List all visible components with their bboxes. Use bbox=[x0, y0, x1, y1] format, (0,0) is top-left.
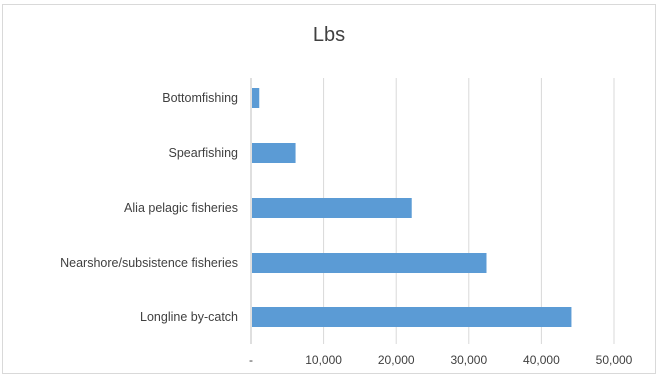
category-label: Bottomfishing bbox=[162, 91, 238, 105]
bar bbox=[252, 307, 572, 327]
bar bbox=[252, 88, 260, 108]
x-tick-label: 30,000 bbox=[450, 353, 487, 367]
category-label: Nearshore/subsistence fisheries bbox=[60, 256, 238, 270]
x-tick-label: 20,000 bbox=[378, 353, 415, 367]
chart-title: Lbs bbox=[312, 24, 346, 46]
x-tick-label: - bbox=[249, 353, 253, 367]
category-label: Longline by-catch bbox=[140, 310, 238, 324]
bar bbox=[252, 253, 487, 273]
x-tick-label: 10,000 bbox=[305, 353, 342, 367]
category-label: Alia pelagic fisheries bbox=[124, 201, 238, 215]
category-label: Spearfishing bbox=[169, 146, 239, 160]
bar bbox=[252, 143, 296, 163]
x-tick-label: 50,000 bbox=[596, 353, 633, 367]
bar bbox=[252, 198, 412, 218]
x-tick-label: 40,000 bbox=[523, 353, 560, 367]
